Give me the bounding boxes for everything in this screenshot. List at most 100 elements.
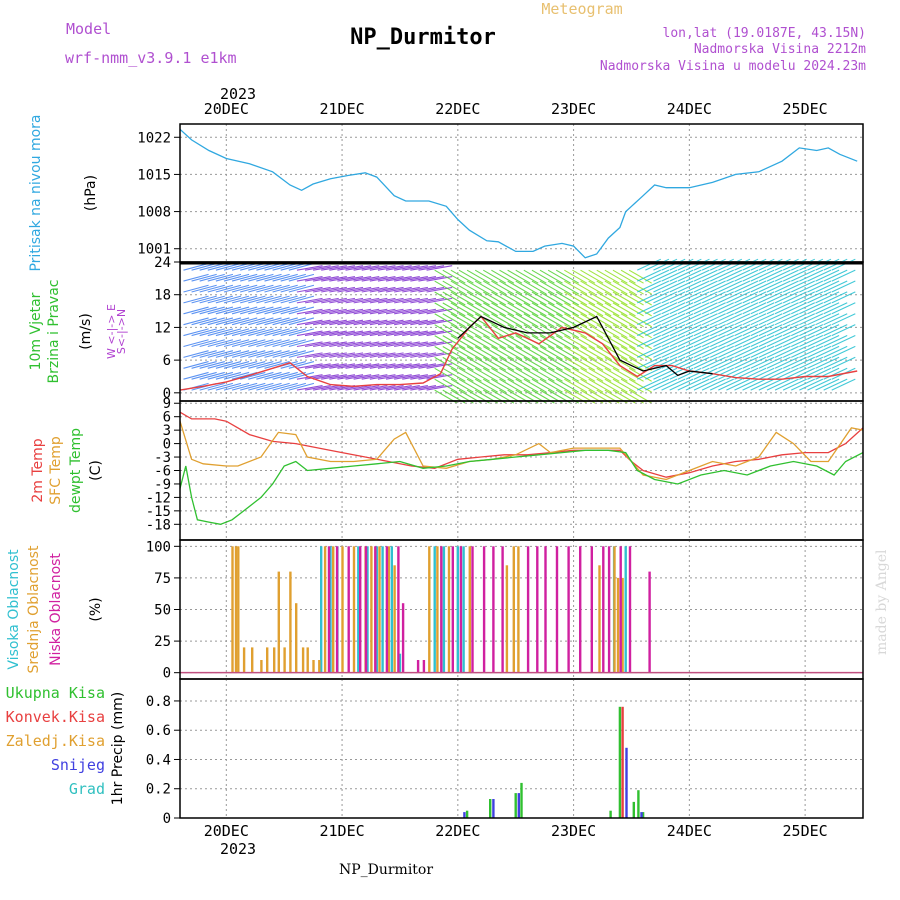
wind-vector xyxy=(815,367,840,380)
wind-vector xyxy=(750,324,775,337)
wind-vector xyxy=(628,313,652,328)
wind-vector xyxy=(313,363,339,369)
wind-vector xyxy=(799,258,824,271)
wind-vector xyxy=(450,346,474,360)
wind-vector xyxy=(183,339,209,348)
wind-vector xyxy=(547,302,571,317)
wind-vector xyxy=(442,313,466,328)
ylabel-temperature: 2m Temp xyxy=(30,438,46,502)
wind-vector xyxy=(750,258,775,271)
wind-vector xyxy=(337,341,364,348)
bar-visoka xyxy=(329,546,332,673)
bar-visoka xyxy=(398,653,402,673)
bar-niska xyxy=(335,546,339,673)
altitude-label: Nadmorska Visina 2212m xyxy=(694,42,866,57)
wind-vector xyxy=(474,335,498,350)
wind-vector xyxy=(183,306,209,315)
y-tick-label: 0 xyxy=(163,437,171,453)
wind-vector xyxy=(726,378,751,391)
wind-vector xyxy=(434,280,458,295)
wind-vector xyxy=(555,378,580,393)
wind-vector xyxy=(726,313,751,326)
wind-vector xyxy=(709,258,734,271)
y-tick-label: 50 xyxy=(154,603,171,619)
wind-vector xyxy=(491,269,515,284)
wind-vector xyxy=(782,280,807,293)
wind-vector xyxy=(766,378,791,391)
ylabel-temperature: SFC Temp xyxy=(48,436,64,505)
wind-vector xyxy=(531,378,555,393)
wind-vector xyxy=(596,291,620,306)
bar-snijeg xyxy=(463,812,466,818)
panels: 1001 1008 1015 1022 Pritisak na nivou mora (h… xyxy=(6,114,864,827)
wind-vector xyxy=(766,324,791,337)
wind-vector xyxy=(248,273,274,282)
wind-vector xyxy=(645,313,670,326)
model-name: wrf-nmm_v3.9.1 e1km xyxy=(65,49,237,67)
y-tick-label: -18 xyxy=(146,517,171,533)
wind-vector xyxy=(677,302,702,315)
wind-vector xyxy=(450,324,474,339)
y-tick-label: 0.2 xyxy=(146,782,171,798)
wind-vector xyxy=(596,324,620,339)
wind-vector xyxy=(231,317,258,326)
wind-vector xyxy=(718,356,743,369)
wind-vector xyxy=(807,367,832,380)
wind-vector xyxy=(766,258,791,271)
wind-vector xyxy=(483,367,507,382)
wind-vector xyxy=(491,346,515,360)
wind-vector xyxy=(199,317,225,326)
bar-ukupna xyxy=(637,790,640,818)
wind-vector xyxy=(742,269,767,282)
wind-vector xyxy=(507,335,531,350)
bar-srednja xyxy=(295,603,298,673)
wind-vector xyxy=(547,335,571,350)
wind-vector xyxy=(604,280,628,295)
wind-vector xyxy=(815,345,840,358)
wind-vector xyxy=(815,324,840,337)
wind-vector xyxy=(620,346,644,360)
bar-ukupna xyxy=(618,706,622,818)
y-tick-label: 12 xyxy=(154,320,171,336)
wind-vector xyxy=(337,286,364,293)
bar-srednja xyxy=(512,546,515,673)
wind-vector xyxy=(742,345,767,358)
wind-vector xyxy=(685,367,710,380)
bar-srednja xyxy=(283,647,286,673)
bar-niska xyxy=(459,546,463,673)
wind-vector xyxy=(491,335,515,350)
wind-vector xyxy=(628,269,652,284)
wind-vector xyxy=(645,345,670,358)
bar-visoka xyxy=(456,546,459,673)
wind-vector xyxy=(815,313,840,326)
wind-vector xyxy=(450,313,474,328)
y-tick-label: 1022 xyxy=(137,130,171,146)
wind-vector xyxy=(596,356,620,371)
wind-vector xyxy=(207,284,234,293)
wind-vector xyxy=(377,341,404,348)
wind-vector xyxy=(726,335,751,347)
wind-vector xyxy=(410,330,437,337)
wind-vector xyxy=(474,269,498,284)
wind-vector xyxy=(240,328,266,337)
wind-vector xyxy=(831,269,856,282)
wind-vector xyxy=(580,313,604,328)
wind-vector xyxy=(823,269,848,282)
wind-vector xyxy=(280,295,306,304)
wind-vector xyxy=(523,302,547,317)
date-label-top: 25DEC xyxy=(783,100,828,118)
wind-vector xyxy=(466,356,490,371)
wind-vector xyxy=(385,352,412,358)
wind-vector xyxy=(418,341,445,348)
date-label-top: 23DEC xyxy=(551,100,596,118)
wind-vector xyxy=(361,352,388,358)
bar-ukupna xyxy=(514,793,517,818)
wind-vector xyxy=(207,350,234,358)
wind-vector xyxy=(555,313,580,328)
bar-niska xyxy=(492,546,495,673)
wind-vector xyxy=(669,280,694,293)
wind-vector xyxy=(337,352,364,358)
model-label: Model xyxy=(66,20,111,38)
wind-vector xyxy=(677,269,702,282)
wind-vector xyxy=(410,297,437,304)
